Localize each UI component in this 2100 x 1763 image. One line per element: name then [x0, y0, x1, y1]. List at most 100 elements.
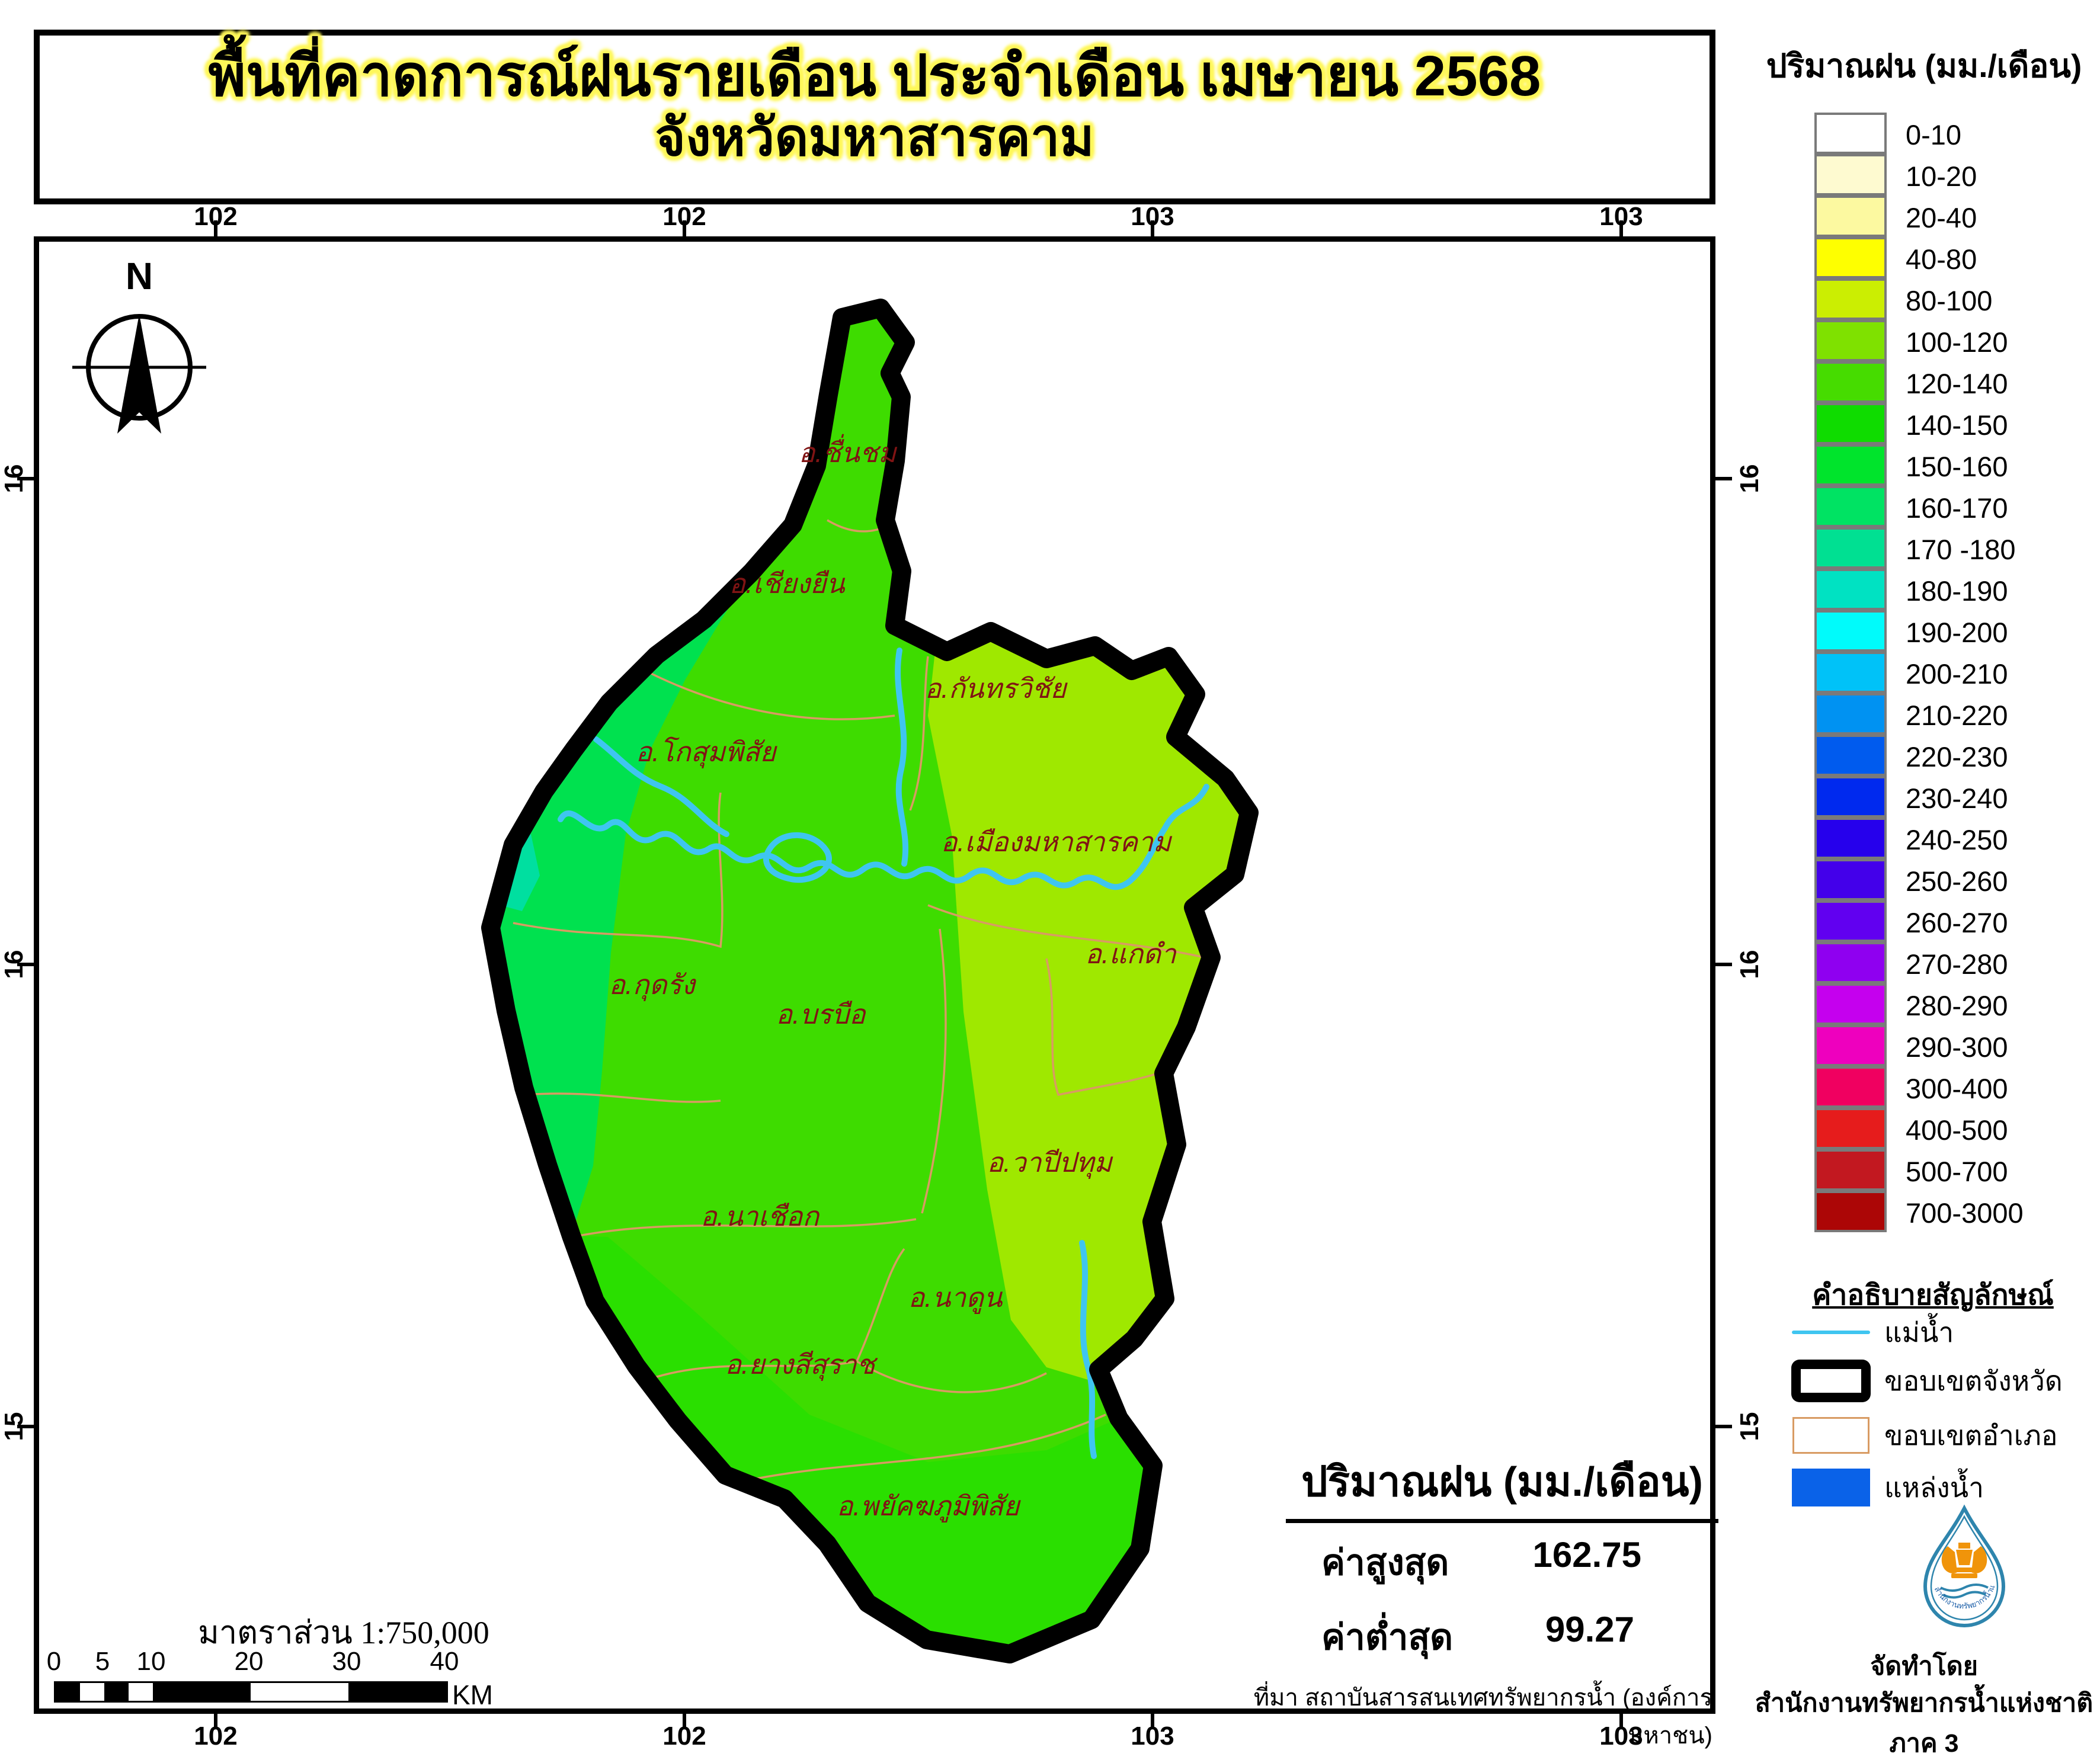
- river-line-icon: [1792, 1331, 1870, 1334]
- legend-range: 150-160: [1906, 450, 2008, 482]
- legend-row: 10-20: [1814, 154, 2024, 197]
- district-label-mueang: อ.เมืองมหาสารคาม: [941, 826, 1173, 857]
- axis-label-bottom-2: 102: [662, 1722, 706, 1751]
- axis-label-right-2: 16: [1735, 950, 1764, 979]
- legend-swatch: [1814, 527, 1887, 569]
- logo-emblem: [1941, 1543, 1987, 1578]
- tick-top-2: [683, 220, 686, 237]
- scalebar-tick-0: 0: [46, 1647, 62, 1676]
- logo-waves: [1940, 1584, 1989, 1599]
- legend-swatch: [1814, 942, 1887, 983]
- legend-swatch: [1814, 154, 1887, 195]
- legend-range: 210-220: [1906, 699, 2008, 731]
- north-tributary: [895, 647, 909, 867]
- legend-swatch: [1814, 900, 1887, 942]
- map-title-line1: พื้นที่คาดการณ์ฝนรายเดือน ประจำเดือน เมษ…: [208, 44, 1541, 108]
- legend-row: 270-280: [1814, 942, 2024, 985]
- legend-range: 280-290: [1906, 989, 2008, 1021]
- legend-range: 40-80: [1906, 243, 1977, 275]
- tick-bottom-2: [683, 1714, 686, 1729]
- legend-range: 120-140: [1906, 367, 2008, 399]
- legend-range: 20-40: [1906, 201, 1977, 233]
- legend-range: 170 -180: [1906, 533, 2016, 565]
- symbols-list: แม่น้ำ ขอบเขตจังหวัด ขอบเขตอำเภอ แหล่งน้…: [1778, 1312, 2100, 1514]
- legend-swatch: [1814, 859, 1887, 900]
- legend-row: 300-400: [1814, 1066, 2024, 1109]
- legend-range: 260-270: [1906, 906, 2008, 938]
- scalebar-tick-5: 5: [95, 1647, 110, 1676]
- legend-row: 80-100: [1814, 278, 2024, 321]
- district-label-wapi-pathum: อ.วาปีปทุม: [987, 1147, 1113, 1179]
- source-text: ที่มา สถาบันสารสนเทศทรัพยากรน้ำ (องค์การ…: [1253, 1685, 1712, 1749]
- district-label-yang-sisurat: อ.ยางสีสุราช: [725, 1349, 878, 1381]
- north-arrow-icon: [117, 314, 161, 434]
- stat-row-min: ค่าต่ำสุด 99.27: [1321, 1609, 1712, 1665]
- oxbow-lake: [763, 832, 832, 883]
- legend-range: 200-210: [1906, 658, 2008, 690]
- stat-min-value: 99.27: [1545, 1610, 1634, 1649]
- legend-row: 120-140: [1814, 361, 2024, 404]
- legend-row: 170 -180: [1814, 527, 2024, 570]
- scale-unit: KM: [452, 1679, 493, 1710]
- symbol-row-water: แหล่งน้ำ: [1778, 1461, 2100, 1514]
- legend-swatch: [1814, 320, 1887, 361]
- legend-swatch: [1814, 278, 1887, 320]
- legend-row: 0-10: [1814, 113, 2024, 155]
- legend-row: 230-240: [1814, 776, 2024, 819]
- symbol-row-river: แม่น้ำ: [1778, 1312, 2100, 1352]
- district-label-borabue: อ.บรบือ: [776, 999, 867, 1030]
- legend-range: 290-300: [1906, 1031, 2008, 1063]
- symbol-label-district: ขอบเขตอำเภอ: [1884, 1419, 2058, 1451]
- south-tributary: [1079, 1240, 1097, 1459]
- legend-range: 270-280: [1906, 948, 2008, 980]
- water-body-icon: [1792, 1469, 1870, 1506]
- scale-seg: [348, 1683, 446, 1701]
- axis-label-bottom-1: 102: [194, 1722, 238, 1751]
- scalebar-tick-40: 40: [430, 1647, 459, 1676]
- scale-seg: [56, 1683, 80, 1701]
- legend-range: 500-700: [1906, 1155, 2008, 1187]
- legend-swatch: [1814, 1066, 1887, 1108]
- compass-n-label: N: [126, 255, 153, 297]
- legend-range: 100-120: [1906, 326, 2008, 358]
- legend-swatch: [1814, 486, 1887, 527]
- district-label-chiang-yuen: อ.เชียงยืน: [729, 568, 846, 599]
- district-labels: อ.ชื่นชม อ.เชียงยืน อ.กันทรวิชัย อ.โกสุม…: [609, 434, 1177, 1522]
- legend-row: 500-700: [1814, 1149, 2024, 1192]
- scale-seg: [129, 1683, 153, 1701]
- symbol-row-province: ขอบเขตจังหวัด: [1778, 1352, 2100, 1409]
- legend-row: 260-270: [1814, 900, 2024, 943]
- legend-row: 140-150: [1814, 403, 2024, 445]
- stats-heading: ปริมาณฝน (มม./เดือน): [1286, 1448, 1718, 1523]
- map-title-line2: จังหวัดมหาสารคาม: [655, 108, 1094, 167]
- legend-swatch: [1814, 735, 1887, 776]
- legend-swatch: [1814, 569, 1887, 610]
- district-label-na-chueak: อ.นาเชือก: [700, 1201, 820, 1232]
- legend-swatch: [1814, 1108, 1887, 1149]
- legend-swatch: [1814, 776, 1887, 818]
- legend-title: ปริมาณฝน (มม./เดือน): [1766, 47, 2082, 84]
- axis-label-right-3: 15: [1735, 1412, 1764, 1441]
- legend-range: 140-150: [1906, 409, 2008, 441]
- legend-row: 150-160: [1814, 444, 2024, 487]
- legend-range: 80-100: [1906, 284, 1993, 316]
- credit-by: จัดทำโดย: [1870, 1652, 1978, 1681]
- legend-row: 280-290: [1814, 983, 2024, 1026]
- axis-label-bottom-4: 103: [1599, 1722, 1643, 1751]
- fill-west-150-160: [491, 572, 751, 1236]
- symbol-label-river: แม่น้ำ: [1884, 1316, 1954, 1348]
- province-boundary-icon: [1791, 1360, 1871, 1402]
- legend-range: 700-3000: [1906, 1197, 2024, 1229]
- chi-river: [558, 784, 1209, 890]
- district-label-kut-rang: อ.กุดรัง: [609, 969, 697, 1001]
- map-frame: อ.ชื่นชม อ.เชียงยืน อ.กันทรวิชัย อ.โกสุม…: [34, 236, 1715, 1714]
- province-map: อ.ชื่นชม อ.เชียงยืน อ.กันทรวิชัย อ.โกสุม…: [39, 242, 1721, 1719]
- legend-range: 220-230: [1906, 741, 2008, 772]
- legend-swatch: [1814, 195, 1887, 237]
- legend-swatch: [1814, 444, 1887, 486]
- legend-row: 220-230: [1814, 735, 2024, 777]
- legend-range: 0-10: [1906, 118, 1962, 150]
- legend-swatch: [1814, 652, 1887, 693]
- scale-seg: [80, 1683, 104, 1701]
